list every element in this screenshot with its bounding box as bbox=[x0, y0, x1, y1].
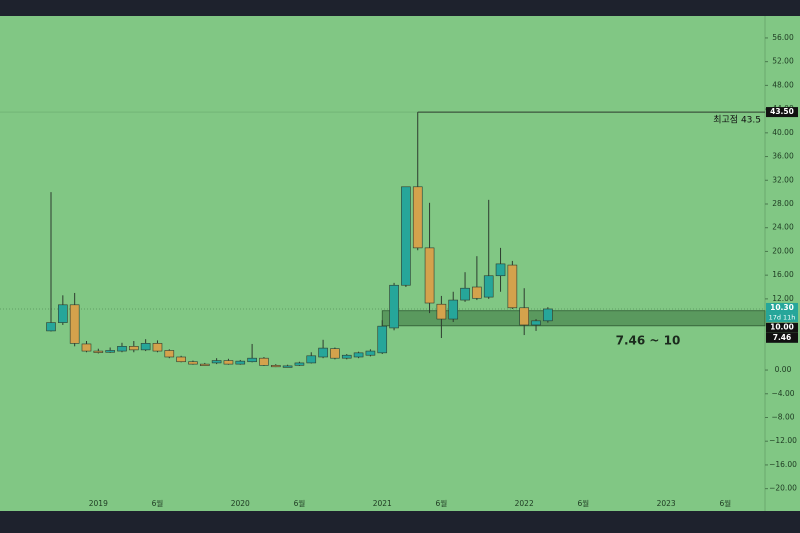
candle-body bbox=[448, 299, 459, 320]
candle-body bbox=[424, 247, 435, 304]
zone-high-tag-bg bbox=[766, 322, 798, 333]
y-tick-label: 40.00 bbox=[772, 128, 794, 137]
y-tick-label: 24.00 bbox=[772, 223, 794, 232]
candle-body bbox=[105, 350, 115, 353]
y-tick-label: 20.00 bbox=[772, 246, 794, 255]
candle-body bbox=[543, 308, 553, 322]
candle-body bbox=[152, 343, 163, 352]
zone-high-tag: 10.00 bbox=[770, 323, 794, 332]
candle-body bbox=[164, 350, 175, 358]
candle-body bbox=[188, 361, 198, 365]
zone-low-tag-bg bbox=[766, 332, 798, 343]
y-tick-label: 0.00 bbox=[775, 365, 792, 374]
candle-body bbox=[531, 320, 541, 326]
x-tick-label: 6월 bbox=[294, 498, 306, 508]
countdown-bg bbox=[766, 312, 798, 322]
y-tick-label: 36.00 bbox=[772, 152, 794, 161]
candle-body bbox=[519, 307, 530, 326]
last-price-tag-bg bbox=[766, 302, 798, 313]
candle-body bbox=[270, 364, 281, 368]
candle-body bbox=[341, 354, 352, 359]
zone-label: 7.46 ~ 10 bbox=[616, 334, 681, 348]
candle-body bbox=[436, 303, 447, 320]
x-tick-label: 6월 bbox=[578, 498, 590, 508]
candle-body bbox=[93, 350, 104, 353]
candle-body bbox=[235, 360, 246, 365]
candle-body bbox=[412, 186, 423, 249]
candle-body bbox=[353, 352, 364, 358]
candle-body bbox=[483, 275, 494, 298]
y-tick-label: 16.00 bbox=[772, 270, 794, 279]
x-tick-label: 2019 bbox=[89, 499, 108, 508]
x-tick-label: 2023 bbox=[657, 499, 676, 508]
candle-body bbox=[199, 363, 210, 366]
y-tick-label: 48.00 bbox=[772, 80, 794, 89]
zone-low-tag: 7.46 bbox=[773, 333, 792, 342]
candle-body bbox=[282, 365, 293, 368]
candle-body bbox=[294, 362, 305, 366]
x-tick-label: 2020 bbox=[231, 499, 250, 508]
candle-body bbox=[223, 360, 234, 365]
candle-body bbox=[377, 325, 388, 354]
candle-body bbox=[495, 263, 506, 277]
y-tick-label: −16.00 bbox=[769, 460, 797, 469]
candle-body bbox=[460, 287, 470, 301]
y-tick-label: 32.00 bbox=[772, 175, 794, 184]
candle-body bbox=[247, 357, 257, 363]
y-tick-label: −8.00 bbox=[772, 412, 795, 421]
x-tick-label: 2021 bbox=[373, 499, 392, 508]
candle-body bbox=[211, 360, 222, 364]
candle-body bbox=[365, 350, 376, 356]
candle-body bbox=[306, 355, 317, 364]
candle-body bbox=[176, 356, 186, 363]
candle-body bbox=[472, 286, 482, 299]
candle-body bbox=[140, 343, 151, 351]
y-tick-label: 12.00 bbox=[772, 294, 794, 303]
candle-body bbox=[58, 304, 68, 323]
candle-body bbox=[401, 186, 411, 286]
candle-body bbox=[259, 357, 269, 366]
y-tick-label: −12.00 bbox=[769, 436, 797, 445]
x-tick-label: 2022 bbox=[515, 499, 534, 508]
candle-body bbox=[129, 346, 139, 351]
y-tick-label: 56.00 bbox=[772, 33, 794, 42]
peak-price-tag-bg bbox=[766, 107, 798, 118]
candle-body bbox=[330, 348, 340, 359]
x-tick-label: 6월 bbox=[152, 498, 164, 508]
x-tick-label: 6월 bbox=[436, 498, 448, 508]
candle-body bbox=[117, 346, 127, 352]
candle-body bbox=[69, 304, 80, 344]
y-tick-label: −20.00 bbox=[769, 484, 797, 493]
peak-annotation: 최고점 43.5 bbox=[713, 114, 761, 126]
candle-body bbox=[81, 343, 92, 352]
candle-body bbox=[46, 322, 56, 332]
y-tick-label: 52.00 bbox=[772, 57, 794, 66]
countdown: 17d 11h bbox=[769, 313, 796, 321]
candle-body bbox=[389, 284, 399, 329]
x-tick-label: 6월 bbox=[719, 498, 731, 508]
candle-body bbox=[318, 347, 328, 358]
y-tick-label: −4.00 bbox=[772, 389, 795, 398]
last-price-tag: 10.30 bbox=[770, 303, 794, 312]
candle-body bbox=[507, 264, 518, 309]
zone-box bbox=[381, 310, 766, 327]
peak-price-tag: 43.50 bbox=[770, 107, 794, 116]
plot-background bbox=[0, 16, 800, 511]
y-tick-label: 28.00 bbox=[772, 199, 794, 208]
